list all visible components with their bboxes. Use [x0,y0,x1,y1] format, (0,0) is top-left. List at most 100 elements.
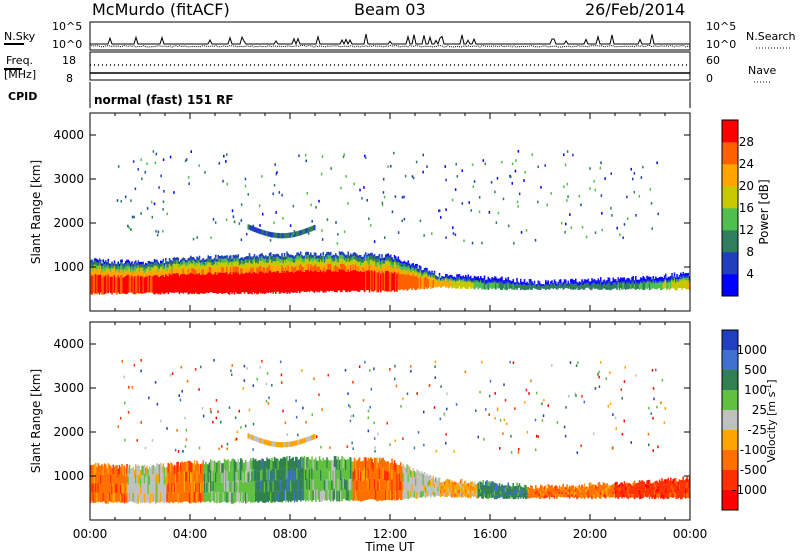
power-cell [268,270,271,293]
velocity-cell [565,492,567,495]
power-cell [371,264,373,271]
velocity-cell [177,472,180,483]
power-cell [162,261,165,266]
velocity-cell [155,476,157,486]
power-cell [150,271,152,276]
velocity-cell [421,490,423,498]
power-cell [597,281,600,284]
velocity-cell [92,474,95,484]
velocity-cell [521,487,523,490]
power-cell [171,266,173,271]
power-scatter-cell [490,181,493,184]
power-scatter-cell [564,230,566,234]
nave-tick-low: 0 [706,72,713,85]
power-cell [275,257,277,262]
power-cell [667,278,670,281]
velocity-cell [532,491,535,494]
power-cell [292,272,295,293]
power-cell [426,269,428,272]
power-cell [107,269,110,275]
power-cell [592,283,595,288]
power-cell [330,263,332,270]
power-cell [378,270,381,291]
power-cell [190,255,192,259]
power-cell [202,268,205,275]
velocity-cell [370,488,372,500]
power-cell [527,284,530,286]
velocity-cell [431,487,433,492]
power-cell [458,276,461,278]
velocity-cell [511,489,513,492]
velocity-cell [463,492,466,497]
velocity-cell [132,483,135,493]
velocity-cell [610,491,612,495]
power-cell [455,279,457,281]
velocity-cell [151,483,153,493]
velocity-cell [660,489,662,495]
velocity-cell [635,494,637,498]
power-cell [440,277,442,279]
velocity-cell [613,486,616,491]
power-cell [492,279,495,281]
power-scatter-cell [359,188,361,192]
velocity-cell [246,482,248,493]
velocity-cell [342,467,345,479]
power-cell [478,277,481,279]
power-cell [135,275,137,295]
power-cell [125,267,127,272]
power-cell [141,267,143,272]
power-cell [338,263,341,269]
power-cell [498,281,501,283]
power-cell [410,272,412,276]
velocity-scatter-cell [315,435,318,438]
power-cell [590,282,592,283]
power-cell [401,270,403,275]
power-cell [152,267,155,272]
power-cell [425,267,427,270]
power-cell [251,268,253,275]
velocity-scatter-cell [136,439,138,442]
power-arc-cell [277,232,280,239]
power-cell [420,273,422,277]
velocity-scatter-cell [243,364,246,368]
power-cell [531,282,533,284]
velocity-arc-cell [287,441,290,448]
velocity-cell [240,469,242,480]
velocity-cell [150,485,152,494]
velocity-cell [417,490,420,498]
power-cell [147,266,150,271]
velocity-scatter-cell [393,377,396,381]
power-cell [120,269,122,276]
velocity-cell [555,491,557,494]
velocity-cell [598,481,601,486]
power-cell [446,276,448,278]
velocity-cell [148,475,151,486]
velocity-cell [223,469,226,481]
velocity-cell [373,478,376,490]
power-cell [427,274,430,277]
power-cell [292,262,295,267]
velocity-cell [500,485,502,489]
velocity-cell [93,473,96,484]
nsky-tick-high: 10^5 [52,20,82,33]
power-cell [163,263,166,266]
velocity-cell [301,478,303,490]
power-cell [661,278,663,280]
power-cell [427,271,430,273]
power-arc-cell [307,227,310,233]
power-cell [628,281,631,284]
power-cell [571,278,573,280]
power-cell [273,271,276,292]
power-cell [546,282,548,283]
velocity-cell [645,484,647,488]
velocity-cell [602,493,605,497]
power-cell [671,274,673,276]
power-cell [293,262,296,268]
velocity-cell [228,471,231,482]
velocity-arc-cell [285,441,288,448]
velocity-cell [325,490,327,500]
velocity-cell [283,478,286,490]
velocity-cell [131,484,133,494]
power-cell [225,258,227,263]
velocity-cell [297,459,300,470]
